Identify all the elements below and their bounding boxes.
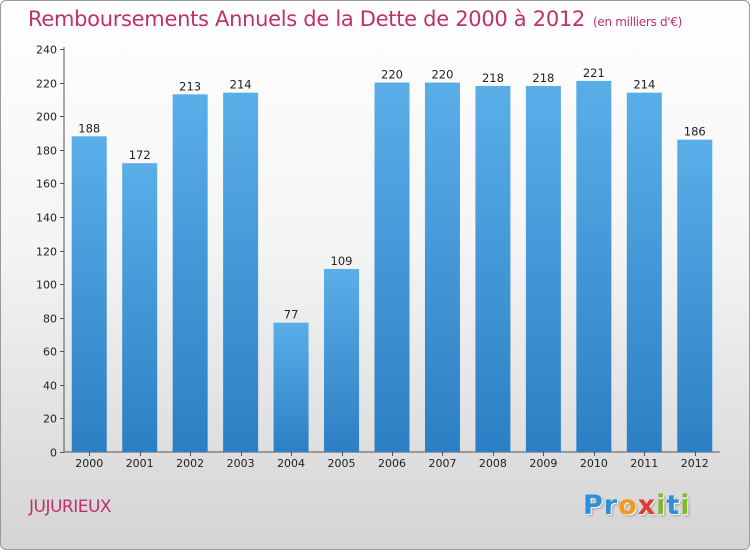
bar [475,85,511,453]
x-tick-label: 2009 [529,457,557,470]
proxiti-logo: Proxiti [583,490,691,521]
x-tick-label: 2012 [681,457,709,470]
y-tick-label: 100 [36,279,57,292]
x-tick-label: 2011 [630,457,658,470]
bars [71,80,713,453]
data-label: 188 [78,121,100,135]
bar [273,322,309,452]
y-tick-label: 240 [36,44,57,57]
y-tick-label: 80 [43,313,57,326]
data-label: 172 [129,148,151,162]
bar [374,82,410,452]
logo-letter: i [680,490,691,521]
commune-name: JUJURIEUX [29,497,112,517]
data-label: 218 [482,71,504,85]
bar [71,136,107,453]
y-tick-label: 0 [50,447,57,460]
data-label: 218 [532,71,554,85]
logo-letter: o [618,490,638,521]
data-label: 186 [684,125,706,139]
y-tick-label: 60 [43,346,57,359]
x-tick-label: 2008 [479,457,507,470]
bar [525,85,561,453]
bar [172,94,208,453]
x-tick-label: 2006 [378,457,406,470]
chart-title: Remboursements Annuels de la Dette de 20… [28,7,682,31]
data-label: 220 [431,68,453,82]
bar [677,139,713,453]
y-tick-label: 200 [36,111,57,124]
y-tick-label: 160 [36,178,57,191]
logo-letter: i [656,490,667,521]
logo-letter: x [637,490,657,521]
data-label: 109 [331,254,353,268]
data-label: 77 [284,308,299,322]
data-label: 214 [633,78,655,92]
bar [576,80,612,452]
logo-letter: P [583,490,604,521]
bar [424,82,460,452]
x-tick-label: 2007 [428,457,456,470]
y-tick-label: 220 [36,78,57,91]
chart-unit: (en milliers d'€) [593,15,683,29]
bar [324,268,360,452]
y-tick-label: 180 [36,145,57,158]
data-label: 213 [179,79,201,93]
x-tick-label: 2001 [126,457,154,470]
x-tick-label: 2002 [176,457,204,470]
bar [223,92,259,453]
x-tick-label: 2005 [328,457,356,470]
chart-title-text: Remboursements Annuels de la Dette de 20… [28,7,585,31]
x-tick-label: 2004 [277,457,305,470]
data-label: 214 [230,78,252,92]
y-tick-label: 20 [43,413,57,426]
x-tick-label: 2010 [580,457,608,470]
bar [626,92,662,453]
x-tick-label: 2003 [227,457,255,470]
y-tick-label: 40 [43,380,57,393]
bar [122,163,158,452]
data-label: 220 [381,68,403,82]
data-label: 221 [583,66,605,80]
y-tick-label: 140 [36,212,57,225]
data-labels: 188 172 213 214 77 109 220 220 218 218 221 214 186 [78,66,705,322]
logo-letter: r [603,490,619,521]
y-tick-label: 120 [36,246,57,259]
axes: 0 20 40 60 80 100 120 140 160 180 200 220 240 2000 200… [36,44,720,470]
x-tick-label: 2000 [75,457,103,470]
logo-letter: t [666,490,681,521]
